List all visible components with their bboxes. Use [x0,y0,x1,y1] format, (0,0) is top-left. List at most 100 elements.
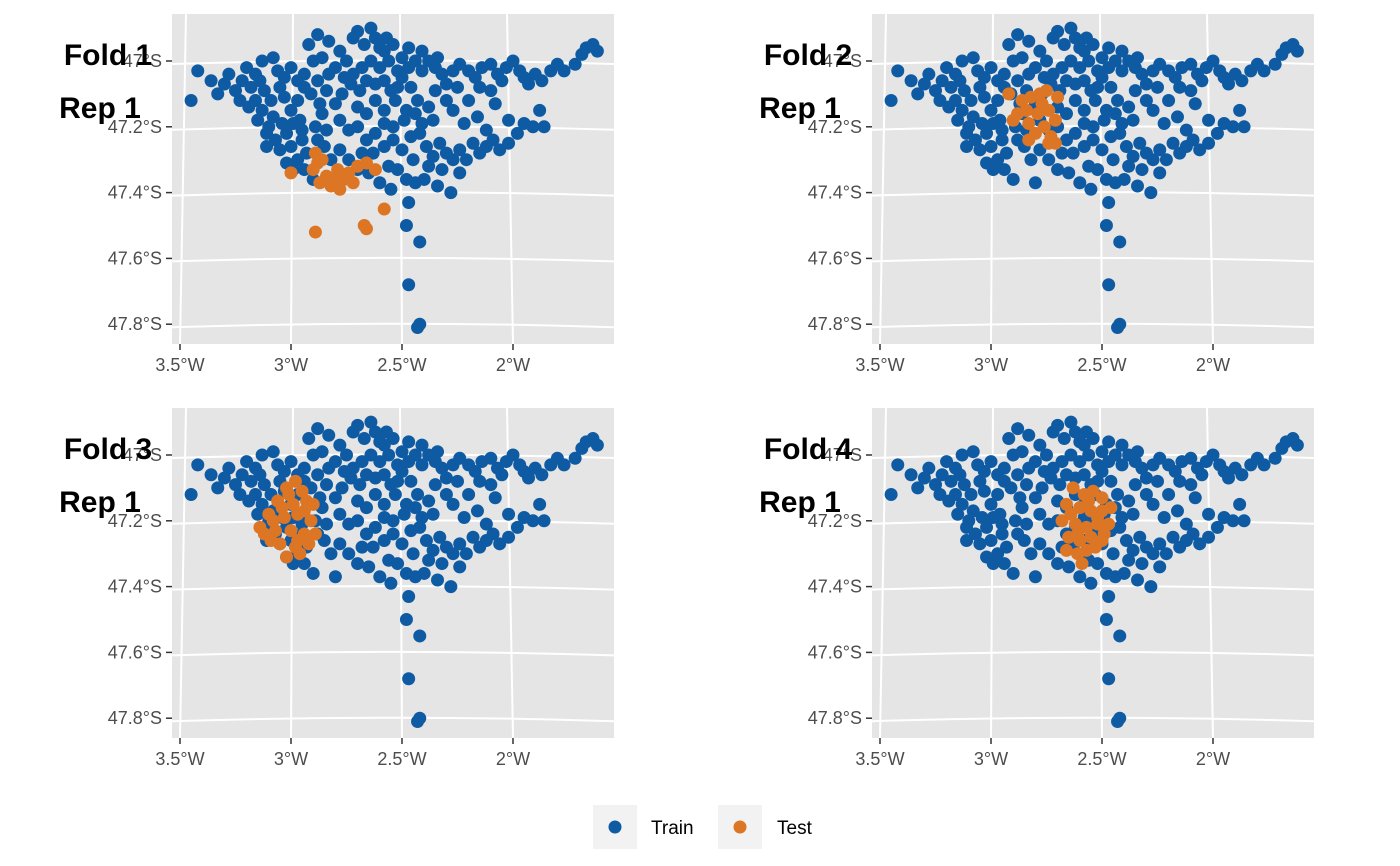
train-point [1153,166,1167,180]
test-point [291,534,305,548]
train-point [1135,461,1149,475]
train-point [373,61,387,75]
gridline-lon [179,408,187,738]
train-point [1202,136,1216,150]
points [884,21,1304,334]
x-tick-label: 2°W [1196,749,1230,769]
train-point [413,629,427,643]
train-point [1113,520,1127,534]
train-point [240,455,254,469]
train-point [328,570,342,584]
train-point [960,534,974,548]
train-point [1028,570,1042,584]
x-tick-label: 3.5°W [855,355,904,375]
train-point [1002,432,1016,446]
train-point [382,448,396,462]
train-point [191,64,205,78]
train-point [533,497,547,511]
panel-title-rep: Rep 1 [759,486,841,519]
test-point [1022,117,1036,131]
train-point [1068,126,1082,140]
train-point [1195,74,1209,88]
train-point [1184,57,1198,71]
train-point [1133,136,1147,150]
train-point [1226,514,1240,528]
train-point [1099,613,1113,626]
train-point [977,70,991,84]
legend: Train Test [593,805,813,849]
train-point [957,84,971,98]
train-point [1059,133,1073,147]
train-point [353,478,367,492]
train-point [933,487,947,501]
train-point [997,461,1011,475]
train-point [284,140,298,154]
train-point [473,80,487,94]
train-point [295,123,309,137]
train-point [204,468,218,482]
train-point [233,487,247,501]
test-point [1051,90,1065,104]
train-point [966,110,980,124]
train-point [1159,547,1173,561]
facet-panels: 47°S 47.2°S 47.4°S 47.6°S 47.8°S 3.5°W 3°W 2.5°… [59,14,1314,769]
train-point [453,537,467,551]
test-point [1022,133,1036,147]
train-point [337,464,351,478]
panel-title-fold: Fold 1 [64,39,152,72]
train-point [1111,93,1125,107]
train-point [1210,126,1224,140]
train-point [1122,100,1136,114]
train-point [955,54,969,68]
test-point [1059,497,1073,511]
panel-1: 47°S 47.2°S 47.4°S 47.6°S 47.8°S 3.5°W 3°W 2.5°… [59,14,614,375]
test-point [257,527,271,541]
y-tick-label: 47.2°S [108,117,162,137]
train-point [1122,494,1136,508]
train-point [431,179,445,193]
train-point [1184,84,1198,98]
train-point [964,487,978,501]
train-point [997,557,1011,571]
train-point [368,126,382,140]
train-point [1157,117,1171,131]
train-point [1146,497,1160,511]
test-point [308,527,322,541]
train-point [953,468,967,482]
train-point [1011,133,1025,147]
train-point [1173,80,1187,94]
train-point [402,41,416,55]
train-point [408,448,422,462]
train-point [984,140,998,154]
train-point [426,149,440,163]
train-point [1013,491,1027,505]
train-point [422,553,436,567]
train-point [351,494,365,508]
train-point [1115,511,1129,525]
train-point [1226,120,1240,134]
train-point [402,672,416,686]
train-point [1097,113,1111,127]
train-point [415,458,429,472]
train-point [1166,136,1180,150]
train-point [1033,44,1047,58]
train-point [488,97,502,111]
train-point [1073,176,1087,190]
train-point [537,120,551,134]
train-point [1091,474,1105,488]
train-point [1193,537,1207,551]
train-point [1091,80,1105,94]
train-point [1040,448,1053,462]
train-point [479,517,493,531]
train-point [353,84,367,98]
train-point [322,428,336,442]
train-point [940,455,954,469]
train-point [402,435,416,449]
train-point [328,97,342,111]
train-point [1162,487,1176,501]
y-tick-label: 47.4°S [808,183,862,203]
train-point [502,113,516,127]
train-point [1057,38,1071,52]
train-point [1024,547,1038,561]
train-point [311,133,325,147]
